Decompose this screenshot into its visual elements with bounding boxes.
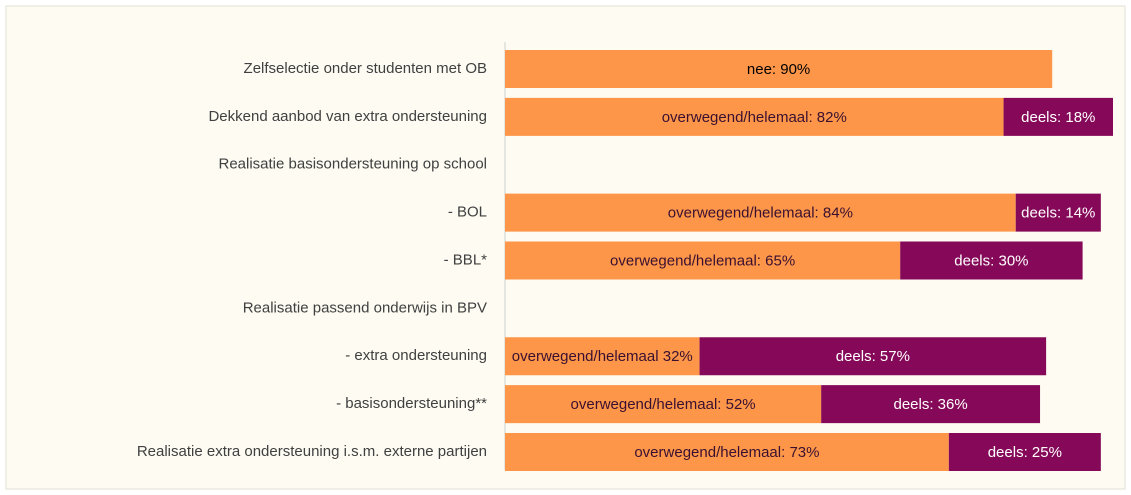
bar-segment	[1015, 193, 1101, 232]
category-label: - BBL*	[444, 251, 488, 268]
bar-segment	[948, 433, 1101, 471]
bar-segment	[900, 241, 1083, 280]
data-label: deels: 30%	[954, 252, 1028, 269]
bar-segment	[505, 193, 1016, 232]
bar-segment	[505, 337, 700, 376]
category-label: - basisondersteuning**	[336, 395, 487, 412]
data-label: overwegend/helemaal: 73%	[634, 444, 819, 461]
bar-segment	[1003, 97, 1113, 136]
data-label: nee: 90%	[747, 61, 810, 78]
data-label: overwegend/helemaal: 82%	[662, 109, 847, 126]
category-label: Realisatie basisondersteuning op school	[218, 156, 487, 173]
category-label: Realisatie passend onderwijs in BPV	[243, 299, 487, 316]
data-label: deels: 57%	[836, 348, 910, 365]
data-label: deels: 25%	[988, 444, 1062, 461]
category-label: Dekkend aanbod van extra ondersteuning	[208, 108, 487, 125]
bar-segment	[505, 241, 901, 280]
bar-segment	[505, 433, 949, 471]
category-label: - extra ondersteuning	[345, 347, 487, 364]
data-label: overwegend/helemaal 32%	[512, 348, 693, 365]
data-label: deels: 14%	[1021, 205, 1095, 222]
category-label: - BOL	[448, 204, 487, 221]
data-label: overwegend/helemaal: 52%	[571, 396, 756, 413]
bar-segment	[505, 97, 1004, 136]
data-label: overwegend/helemaal: 65%	[610, 252, 795, 269]
bar-segment	[505, 385, 822, 424]
bar-segment	[699, 337, 1047, 376]
category-label: Zelfselectie onder studenten met OB	[244, 60, 487, 77]
category-label: Realisatie extra ondersteuning i.s.m. ex…	[137, 443, 487, 460]
data-label: overwegend/helemaal: 84%	[668, 205, 853, 222]
bar-segment	[821, 385, 1041, 424]
data-label: deels: 18%	[1021, 109, 1095, 126]
data-label: deels: 36%	[893, 396, 967, 413]
bar-segment	[505, 50, 1053, 88]
